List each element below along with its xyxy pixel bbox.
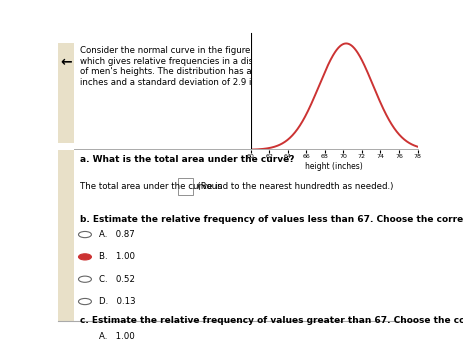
Text: a. What is the total area under the curve?: a. What is the total area under the curv…	[80, 155, 294, 164]
Text: ⊖: ⊖	[401, 63, 411, 73]
Text: ⊕: ⊕	[401, 46, 411, 56]
Text: ←: ←	[60, 55, 72, 69]
Text: b. Estimate the relative frequency of values less than 67. Choose the correct an: b. Estimate the relative frequency of va…	[80, 215, 463, 224]
Text: A.   0.87: A. 0.87	[99, 230, 134, 239]
Text: C.   0.52: C. 0.52	[99, 275, 134, 284]
Circle shape	[78, 299, 91, 305]
FancyBboxPatch shape	[58, 43, 74, 143]
Text: D.   0.13: D. 0.13	[99, 297, 135, 306]
Text: A.   1.00: A. 1.00	[99, 332, 134, 341]
Circle shape	[78, 333, 91, 339]
Circle shape	[78, 231, 91, 238]
FancyBboxPatch shape	[178, 178, 193, 195]
FancyBboxPatch shape	[58, 149, 74, 321]
Circle shape	[78, 254, 91, 260]
Text: ⧉: ⧉	[403, 80, 409, 90]
Text: c. Estimate the relative frequency of values greater than 67. Choose the correct: c. Estimate the relative frequency of va…	[80, 316, 463, 325]
Text: B.   1.00: B. 1.00	[99, 252, 134, 261]
Circle shape	[78, 276, 91, 282]
Text: The total area under the curve is: The total area under the curve is	[80, 182, 224, 191]
Text: Consider the normal curve in the figure to the right,
which gives relative frequ: Consider the normal curve in the figure …	[80, 46, 311, 87]
X-axis label: height (inches): height (inches)	[305, 162, 362, 171]
Text: . (Round to the nearest hundredth as needed.): . (Round to the nearest hundredth as nee…	[192, 182, 393, 191]
